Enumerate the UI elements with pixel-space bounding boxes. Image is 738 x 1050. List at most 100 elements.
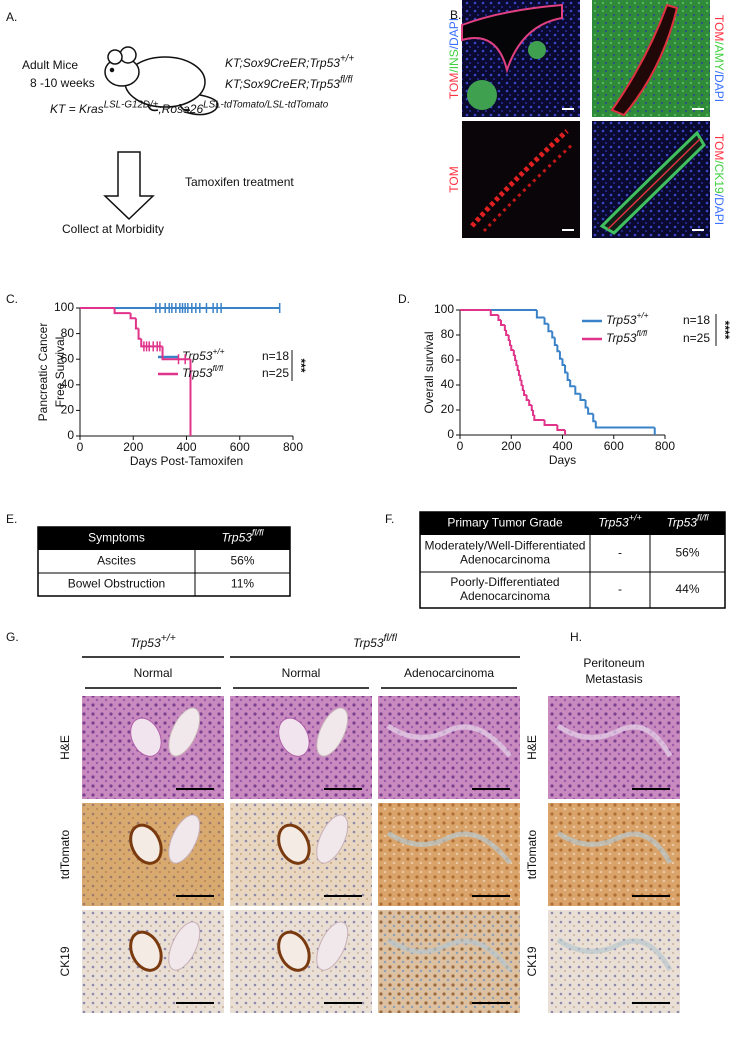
legend-label: Trp53+/+ bbox=[182, 346, 225, 363]
survival-step bbox=[569, 380, 576, 388]
endpoint-label: Collect at Morbidity bbox=[62, 222, 164, 236]
table-header-part: Trp53 bbox=[221, 531, 252, 545]
histology-image bbox=[378, 803, 520, 906]
vessel bbox=[316, 921, 349, 971]
stain-label-part: TOM bbox=[712, 134, 726, 160]
table-cell: 11% bbox=[231, 577, 254, 591]
y-tick-label: 80 bbox=[441, 327, 455, 341]
table-cell: - bbox=[618, 582, 622, 596]
fluorescence-image bbox=[461, 0, 580, 117]
table-cell: Ascites bbox=[97, 554, 136, 568]
fluorescence-image bbox=[462, 121, 580, 238]
table-header-bg bbox=[420, 512, 725, 535]
table-cell: Moderately/Well-Differentiated bbox=[425, 539, 586, 553]
histology-image bbox=[230, 696, 372, 799]
mouse-icon bbox=[104, 46, 219, 116]
stain-label: TOM/CK19/DAPI bbox=[712, 134, 726, 225]
survival-step bbox=[564, 365, 568, 374]
stain-label-part: /CK19 bbox=[712, 160, 726, 194]
row-label: CK19 bbox=[525, 946, 539, 976]
survival-step bbox=[137, 328, 142, 340]
panel-letter: H. bbox=[570, 630, 582, 644]
legend-label-part: +/+ bbox=[636, 310, 648, 320]
x-tick-label: 400 bbox=[552, 439, 572, 453]
genotype-part: KT;Sox9CreER;Trp53 bbox=[225, 77, 340, 91]
x-axis-label: Days Post-Tamoxifen bbox=[130, 454, 243, 468]
mouse-label: 8 -10 weeks bbox=[30, 76, 95, 90]
survival-step bbox=[519, 375, 522, 381]
column-header: Normal bbox=[134, 666, 173, 680]
kt-definition-part: ;Rosa26 bbox=[158, 102, 203, 116]
legend-label-part: +/+ bbox=[212, 346, 224, 356]
genotype-part: KT;Sox9CreER;Trp53 bbox=[225, 56, 340, 70]
survival-step bbox=[523, 390, 527, 396]
legend-label: Trp53fl/fl bbox=[606, 328, 648, 345]
group-header-part: Trp53 bbox=[130, 636, 161, 650]
vessel bbox=[316, 707, 349, 757]
table-cell: Poorly-Differentiated bbox=[450, 575, 559, 589]
survival-step bbox=[592, 413, 596, 423]
histology-image bbox=[548, 803, 680, 906]
stain-label-part: /DAPI bbox=[712, 194, 726, 225]
duct bbox=[278, 717, 310, 757]
survival-step bbox=[533, 415, 545, 421]
y-tick-label: 20 bbox=[61, 403, 75, 417]
legend-n: n=25 bbox=[262, 366, 289, 380]
survival-step bbox=[134, 318, 139, 330]
row-label: H&E bbox=[525, 735, 539, 760]
survival-step bbox=[521, 385, 525, 391]
panel-letter: E. bbox=[6, 512, 17, 526]
x-tick-label: 400 bbox=[176, 440, 196, 454]
duct bbox=[610, 3, 679, 117]
table-cell: 56% bbox=[230, 554, 254, 568]
genotype-part: fl/fl bbox=[340, 74, 353, 85]
duct bbox=[470, 129, 569, 228]
histology-image bbox=[230, 910, 372, 1013]
column-header: Metastasis bbox=[585, 672, 642, 686]
duct bbox=[277, 823, 311, 865]
survival-step bbox=[558, 351, 563, 360]
row-label: CK19 bbox=[58, 946, 72, 976]
table-header-bg bbox=[38, 527, 290, 550]
table-cell: - bbox=[618, 546, 622, 560]
group-header-part: +/+ bbox=[161, 632, 176, 644]
row-label: tdTomato bbox=[525, 829, 539, 879]
survival-step bbox=[579, 393, 586, 401]
vessel bbox=[316, 814, 349, 864]
legend-n: n=25 bbox=[683, 331, 710, 345]
duct bbox=[461, 3, 563, 74]
survival-step bbox=[587, 407, 594, 415]
vessel bbox=[168, 921, 201, 971]
table-cell: 56% bbox=[675, 546, 699, 560]
stain-label-part: /DAPI bbox=[447, 18, 461, 49]
histology-image bbox=[230, 803, 372, 906]
panel-letter: A. bbox=[6, 10, 17, 24]
survival-step bbox=[517, 370, 521, 376]
survival-step bbox=[520, 380, 523, 386]
survival-step bbox=[535, 310, 545, 319]
y-tick-label: 60 bbox=[61, 351, 75, 365]
survival-step bbox=[510, 345, 514, 351]
table-header-part: +/+ bbox=[629, 513, 642, 523]
survival-step bbox=[547, 323, 553, 333]
legend-label-part: Trp53 bbox=[182, 366, 213, 380]
panel-letter: F. bbox=[385, 512, 394, 526]
column-header: Peritoneum bbox=[583, 656, 644, 670]
tissue bbox=[378, 910, 520, 1013]
survival-step bbox=[508, 340, 512, 346]
stroma bbox=[556, 937, 673, 972]
survival-step bbox=[561, 358, 566, 366]
table-header-part: Trp53 bbox=[666, 516, 697, 530]
duct bbox=[129, 823, 163, 865]
survival-step bbox=[489, 310, 499, 316]
y-axis-label: Pancreatic Cancer bbox=[36, 323, 50, 422]
image-background bbox=[462, 121, 580, 238]
stroma bbox=[386, 830, 512, 865]
duct bbox=[599, 130, 706, 235]
fluorescence-image bbox=[592, 121, 710, 238]
y-axis-label: Free Survival bbox=[53, 337, 67, 408]
table-cell: Adenocarcinoma bbox=[460, 553, 550, 567]
survival-step bbox=[161, 346, 191, 361]
survival-step bbox=[594, 421, 655, 429]
